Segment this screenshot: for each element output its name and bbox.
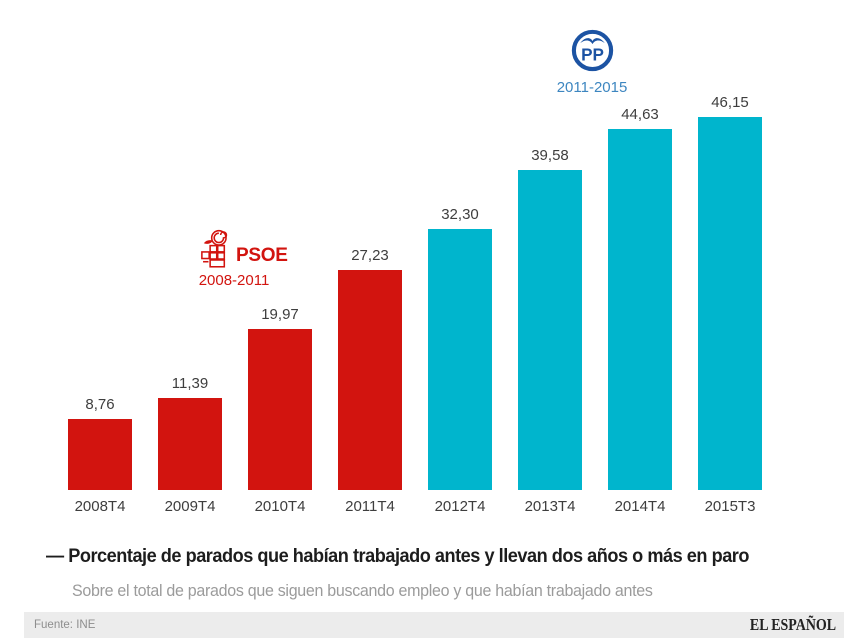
bar-value-label: 11,39 — [171, 375, 209, 392]
bar-category-label: 2013T4 — [524, 498, 576, 515]
psoe-legend: PSOE 2008-2011 — [198, 229, 288, 289]
brand-logo: EL ESPAÑOL — [749, 615, 836, 634]
bar-category-label: 2011T4 — [345, 498, 395, 515]
bar-group: 44,63 2014T4 — [608, 106, 672, 515]
bar — [698, 117, 762, 490]
psoe-period-label: 2008-2011 — [198, 272, 270, 289]
source-label: Fuente: INE — [34, 619, 96, 631]
bar-value-label: 19,97 — [261, 306, 299, 323]
footer-bar: Fuente: INE EL ESPAÑOL — [24, 612, 844, 638]
chart-subtitle: Sobre el total de parados que siguen bus… — [72, 582, 653, 600]
bar-group: 8,76 2008T4 — [68, 396, 132, 515]
psoe-logo-row: PSOE — [198, 229, 288, 270]
bar — [338, 270, 402, 490]
bar-value-label: 8,76 — [85, 396, 115, 413]
pp-logo-icon: PP — [571, 29, 613, 72]
bar-group: 39,58 2013T4 — [518, 147, 582, 515]
bar — [428, 229, 492, 490]
bar-group: 11,39 2009T4 — [158, 375, 222, 515]
pp-period-label: 2011-2015 — [556, 79, 628, 96]
bar-value-label: 44,63 — [621, 106, 659, 123]
bar-group: 19,97 2010T4 — [248, 306, 312, 515]
bar-category-label: 2010T4 — [254, 498, 306, 515]
bar-chart: 8,76 2008T4 11,39 2009T4 19,97 2010T4 27,23 201… — [68, 94, 762, 515]
pp-legend: PP 2011-2015 — [552, 26, 632, 96]
bar — [248, 329, 312, 490]
bar-group: 32,30 2012T4 — [428, 206, 492, 515]
bar — [68, 419, 132, 490]
bar-group: 46,15 2015T3 — [698, 94, 762, 515]
bar — [608, 129, 672, 490]
bar-category-label: 2014T4 — [614, 498, 666, 515]
psoe-name-label: PSOE — [236, 245, 288, 266]
bar — [518, 170, 582, 490]
bar — [158, 398, 222, 490]
pp-letters: PP — [581, 44, 604, 64]
bar-value-label: 39,58 — [531, 147, 569, 164]
bar-value-label: 27,23 — [351, 247, 389, 264]
psoe-logo-icon — [201, 229, 228, 268]
bar-category-label: 2012T4 — [434, 498, 486, 515]
bar-value-label: 46,15 — [711, 94, 749, 111]
chart-title: — Porcentaje de parados que habían traba… — [46, 546, 749, 567]
bar-group: 27,23 2011T4 — [338, 247, 402, 515]
bar-category-label: 2015T3 — [704, 498, 756, 515]
bar-category-label: 2009T4 — [164, 498, 216, 515]
bar-value-label: 32,30 — [441, 206, 479, 223]
bar-category-label: 2008T4 — [74, 498, 126, 515]
